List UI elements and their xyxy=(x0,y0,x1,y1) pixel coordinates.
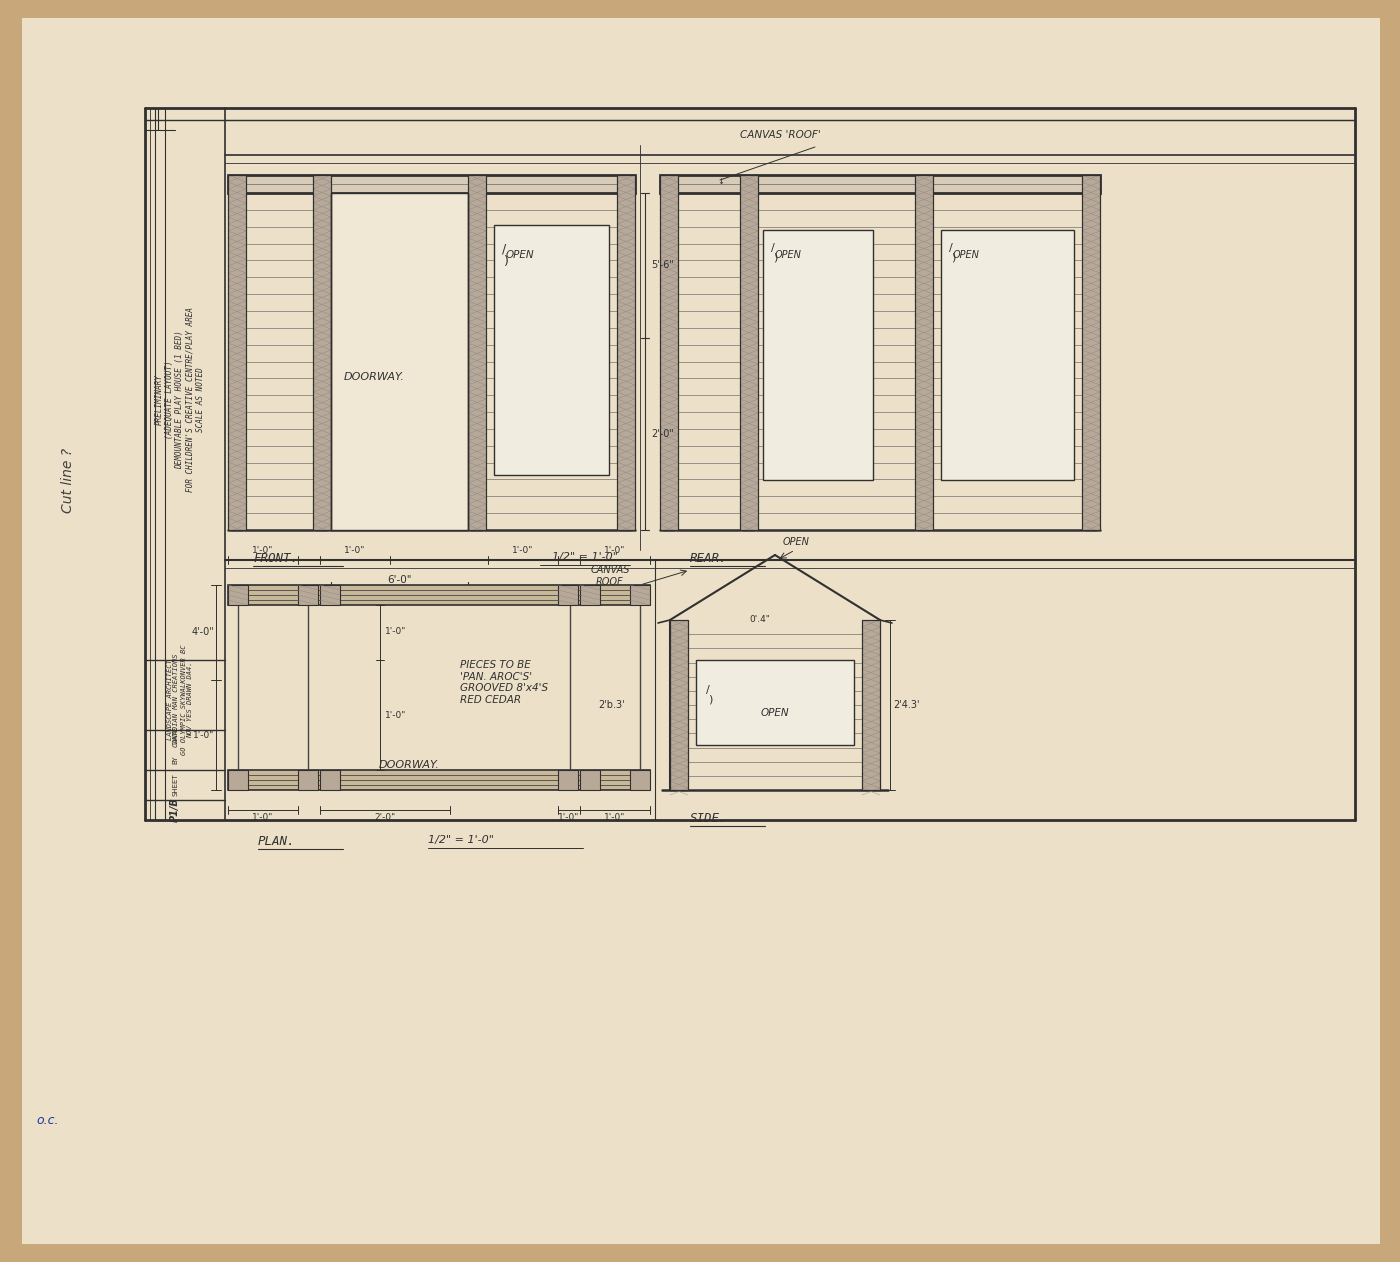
Text: 2'-0": 2'-0" xyxy=(374,813,396,822)
Bar xyxy=(298,586,318,604)
Text: BY: BY xyxy=(172,756,178,765)
Bar xyxy=(228,175,246,530)
Text: /: / xyxy=(949,244,953,252)
Text: CANVAS
ROOF: CANVAS ROOF xyxy=(591,565,630,587)
Text: 1'-0": 1'-0" xyxy=(385,711,406,719)
Bar xyxy=(228,770,650,790)
Bar xyxy=(630,770,650,790)
Text: P1/B: P1/B xyxy=(169,798,181,823)
Bar xyxy=(468,175,486,530)
Text: 1'-0": 1'-0" xyxy=(385,627,406,636)
Bar xyxy=(580,770,601,790)
Text: DATE: DATE xyxy=(172,726,178,745)
Bar xyxy=(659,175,678,530)
Text: OPEN: OPEN xyxy=(776,250,802,260)
Text: 1'-0": 1'-0" xyxy=(252,546,273,555)
Bar xyxy=(630,586,650,604)
Bar xyxy=(559,586,578,604)
Text: FRONT.: FRONT. xyxy=(253,551,298,565)
Text: 1'-0": 1'-0" xyxy=(193,731,214,740)
Bar xyxy=(321,770,340,790)
Text: OPEN: OPEN xyxy=(953,250,980,260)
Text: /: / xyxy=(503,244,507,256)
Text: PIECES TO BE
'PAN. AROC'S'
GROOVED 8'x4'S
RED CEDAR: PIECES TO BE 'PAN. AROC'S' GROOVED 8'x4'… xyxy=(461,660,549,704)
Text: 5'-6": 5'-6" xyxy=(651,260,673,270)
Bar xyxy=(671,620,687,790)
Text: ↓: ↓ xyxy=(717,177,724,186)
Bar xyxy=(741,175,757,530)
Bar xyxy=(671,620,687,790)
Bar xyxy=(916,175,932,530)
Bar xyxy=(468,175,486,530)
Bar xyxy=(314,175,330,530)
Text: OPEN: OPEN xyxy=(505,250,535,260)
Bar xyxy=(228,586,248,604)
Text: REAR.: REAR. xyxy=(690,551,728,565)
Bar xyxy=(321,586,340,604)
Bar xyxy=(580,586,601,604)
Bar xyxy=(696,660,854,745)
Bar xyxy=(330,193,468,530)
Bar xyxy=(741,175,757,530)
Text: OPEN: OPEN xyxy=(760,708,790,718)
Text: SHEET: SHEET xyxy=(172,774,178,796)
Text: 1/2" = 1'-0": 1/2" = 1'-0" xyxy=(552,551,617,562)
Bar xyxy=(617,175,636,530)
Bar xyxy=(763,230,874,480)
Text: 1'-0": 1'-0" xyxy=(605,813,626,822)
Text: ): ) xyxy=(773,252,777,262)
Bar xyxy=(862,620,881,790)
Text: 0'.4": 0'.4" xyxy=(749,615,770,623)
Text: Cut line ?: Cut line ? xyxy=(62,448,76,512)
Text: 1'-0": 1'-0" xyxy=(605,546,626,555)
Bar xyxy=(228,586,650,604)
Text: 1'-0": 1'-0" xyxy=(559,813,580,822)
Text: OPEN: OPEN xyxy=(783,538,809,546)
Text: ): ) xyxy=(708,695,713,705)
Text: 4'-0": 4'-0" xyxy=(192,627,214,637)
Bar xyxy=(1082,175,1100,530)
Text: 2'-0": 2'-0" xyxy=(651,429,673,439)
Text: /: / xyxy=(706,685,710,695)
Bar xyxy=(941,230,1074,480)
Bar xyxy=(617,175,636,530)
Bar xyxy=(559,770,578,790)
Text: /: / xyxy=(771,244,774,252)
Text: 1'-0": 1'-0" xyxy=(344,546,365,555)
Bar xyxy=(228,175,636,193)
Text: SIDE.: SIDE. xyxy=(690,811,728,825)
Text: DOORWAY.: DOORWAY. xyxy=(378,760,440,770)
Bar xyxy=(314,175,330,530)
Text: 6'-0": 6'-0" xyxy=(388,575,412,586)
Text: LANDSCAPE ARCHITECT
CANADIAN MAN CREATIONS
GO OLYMPIC SKYWALKONVER BC
NOV YES DR: LANDSCAPE ARCHITECT CANADIAN MAN CREATIO… xyxy=(167,645,193,755)
Bar xyxy=(228,770,248,790)
Text: PLAN.: PLAN. xyxy=(258,835,295,848)
Bar xyxy=(916,175,932,530)
Bar xyxy=(659,175,678,530)
Text: 1'-0": 1'-0" xyxy=(512,546,533,555)
Text: ): ) xyxy=(951,252,955,262)
Text: 1'-0": 1'-0" xyxy=(252,813,273,822)
Text: o.c.: o.c. xyxy=(36,1113,59,1127)
Text: 2'b.3': 2'b.3' xyxy=(598,700,624,711)
Bar xyxy=(494,225,609,475)
Text: DOORWAY.: DOORWAY. xyxy=(344,371,405,381)
Bar xyxy=(862,620,881,790)
Bar xyxy=(298,770,318,790)
Text: 1/2" = 1'-0": 1/2" = 1'-0" xyxy=(428,835,494,846)
Bar xyxy=(659,175,1100,193)
Bar xyxy=(1082,175,1100,530)
Text: 2'4.3': 2'4.3' xyxy=(893,700,920,711)
Bar xyxy=(228,175,246,530)
Text: PRELIMINARY
(ADEQUATE LAYOUT)
DEMOUNTABLE PLAY HOUSE (1 BED)
FOR CHILDREN'S CREA: PRELIMINARY (ADEQUATE LAYOUT) DEMOUNTABL… xyxy=(154,308,206,492)
Text: CANVAS 'ROOF': CANVAS 'ROOF' xyxy=(741,130,820,140)
Text: ): ) xyxy=(504,255,508,268)
